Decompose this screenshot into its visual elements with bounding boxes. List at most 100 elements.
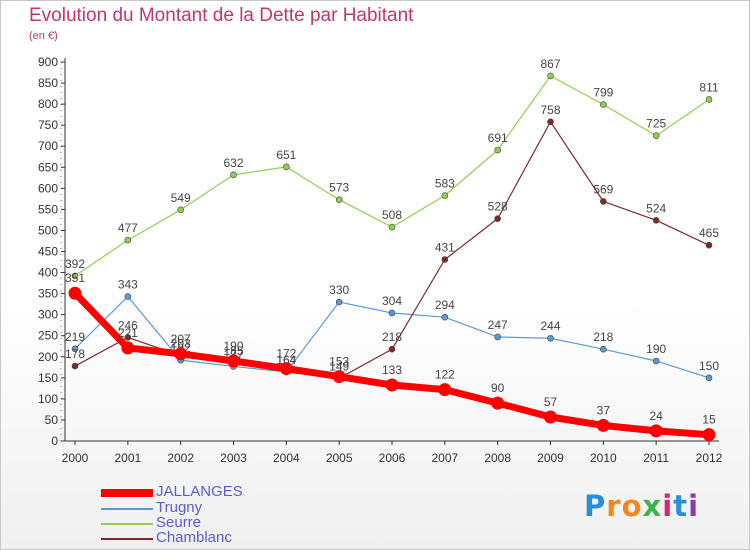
data-label-chamblanc-2000: 178 [65, 347, 85, 361]
data-label-trugny-2001: 343 [118, 278, 138, 292]
data-label-trugny-2006: 304 [382, 294, 402, 308]
y-tick-label-800: 800 [38, 97, 58, 111]
point-jallanges-2008 [491, 396, 505, 410]
data-label-seurre-2010: 799 [593, 86, 613, 100]
point-trugny-2009 [547, 334, 554, 342]
data-label-jallanges-2007: 122 [435, 368, 455, 382]
data-label-seurre-2006: 508 [382, 208, 402, 222]
data-label-jallanges-2006: 133 [382, 363, 402, 377]
x-tick-label-2009: 2009 [537, 451, 564, 465]
legend-label-seurre: Seurre [156, 514, 202, 531]
data-label-seurre-2005: 573 [329, 181, 349, 195]
point-trugny-2005 [335, 298, 343, 306]
y-tick-label-100: 100 [38, 392, 58, 406]
point-chamblanc-2000 [71, 362, 79, 370]
data-label-trugny-2012: 150 [699, 359, 719, 373]
y-tick-label-150: 150 [38, 371, 58, 385]
point-seurre-2008 [494, 146, 501, 154]
point-trugny-2011 [652, 357, 660, 365]
data-label-seurre-2004: 651 [276, 148, 296, 162]
point-seurre-2006 [388, 223, 396, 231]
data-label-chamblanc-2008: 528 [488, 200, 508, 214]
data-label-seurre-2000: 392 [65, 257, 85, 271]
data-label-chamblanc-2009: 758 [540, 103, 560, 117]
data-label-jallanges-2011: 24 [649, 409, 663, 423]
data-label-trugny-2010: 218 [593, 330, 613, 344]
point-jallanges-2006 [385, 378, 399, 392]
data-label-chamblanc-2004: 164 [276, 353, 296, 367]
data-label-jallanges-2012: 15 [702, 413, 716, 427]
point-chamblanc-2001 [124, 334, 132, 341]
x-tick-label-2007: 2007 [431, 451, 458, 465]
x-tick-label-2005: 2005 [326, 451, 353, 465]
x-tick-label-2000: 2000 [62, 451, 89, 465]
data-label-seurre-2002: 549 [171, 191, 191, 205]
data-label-seurre-2012: 811 [699, 80, 718, 94]
data-label-jallanges-2003: 190 [223, 339, 243, 353]
y-tick-label-200: 200 [38, 350, 58, 364]
point-jallanges-2009 [544, 410, 557, 424]
x-tick-label-2001: 2001 [114, 451, 141, 465]
data-label-seurre-2007: 583 [435, 176, 455, 190]
data-label-trugny-2000: 219 [65, 330, 85, 344]
y-tick-label-650: 650 [38, 160, 58, 174]
x-tick-label-2012: 2012 [696, 451, 723, 465]
logo-letter: P [584, 489, 607, 523]
point-trugny-2012 [705, 374, 713, 382]
point-seurre-2010 [600, 101, 607, 108]
legend-swatch-seurre [101, 523, 153, 525]
point-chamblanc-2011 [652, 217, 660, 224]
data-label-chamblanc-2011: 524 [646, 201, 666, 215]
logo-letter: o [621, 489, 643, 523]
x-tick-label-2008: 2008 [484, 451, 511, 465]
series-line-seurre [74, 75, 710, 277]
y-tick-label-750: 750 [38, 118, 58, 132]
legend-label-chamblanc: Chamblanc [156, 529, 232, 546]
x-tick-label-2010: 2010 [590, 451, 617, 465]
point-jallanges-2002 [174, 347, 188, 361]
logo-letter: t [673, 489, 689, 523]
point-seurre-2011 [652, 132, 660, 139]
y-tick-label-900: 900 [38, 55, 58, 69]
point-chamblanc-2008 [494, 215, 501, 222]
data-label-chamblanc-2007: 431 [435, 241, 455, 255]
point-trugny-2007 [441, 313, 449, 321]
y-tick-label-600: 600 [38, 181, 58, 195]
data-label-jallanges-2001: 221 [118, 326, 138, 340]
point-jallanges-2001 [121, 341, 135, 355]
data-label-chamblanc-2010: 569 [593, 182, 613, 196]
logo-letter: i [688, 489, 700, 523]
point-seurre-2000 [71, 272, 79, 280]
data-label-seurre-2003: 632 [223, 156, 243, 170]
point-seurre-2002 [177, 206, 184, 214]
data-label-trugny-2005: 330 [329, 283, 349, 297]
data-label-trugny-2011: 190 [646, 342, 666, 356]
data-label-jallanges-2008: 90 [491, 381, 505, 395]
point-jallanges-2000 [68, 286, 82, 300]
point-jallanges-2004 [279, 362, 293, 376]
data-label-jallanges-2005: 153 [329, 355, 349, 369]
point-trugny-2001 [124, 293, 132, 300]
logo-letter: i [662, 489, 674, 523]
x-tick-label-2011: 2011 [643, 451, 669, 465]
x-tick-label-2003: 2003 [220, 451, 247, 465]
point-seurre-2005 [335, 196, 343, 204]
data-label-trugny-2007: 294 [435, 298, 455, 312]
point-seurre-2004 [283, 163, 290, 171]
x-tick-label-2006: 2006 [379, 451, 406, 465]
data-label-trugny-2009: 244 [540, 319, 560, 333]
logo-letter: r [606, 489, 622, 523]
data-label-chamblanc-2006: 218 [382, 330, 402, 344]
data-label-seurre-2008: 691 [488, 131, 508, 145]
y-tick-label-850: 850 [38, 76, 58, 90]
point-trugny-2000 [71, 345, 79, 353]
point-jallanges-2003 [227, 354, 240, 368]
y-tick-label-0: 0 [51, 434, 58, 448]
point-seurre-2007 [441, 192, 449, 199]
legend-swatch-chamblanc [101, 538, 153, 540]
point-jallanges-2010 [596, 418, 610, 432]
y-tick-label-400: 400 [38, 266, 58, 280]
point-jallanges-2012 [702, 428, 716, 442]
